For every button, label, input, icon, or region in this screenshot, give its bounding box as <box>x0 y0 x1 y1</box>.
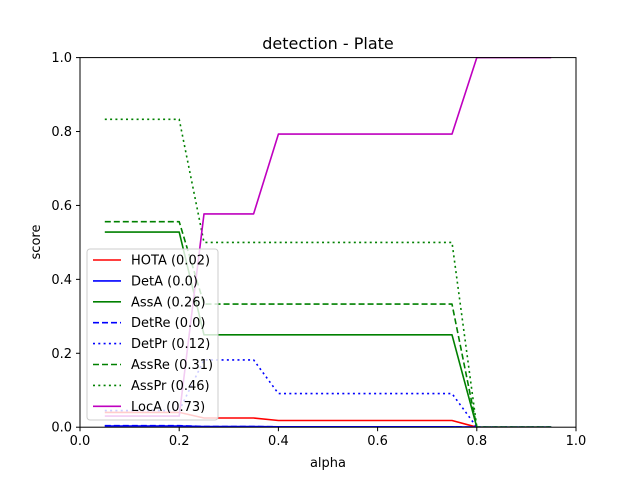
chart-title: detection - Plate <box>262 34 394 53</box>
legend-label-deta: DetA (0.0) <box>131 274 198 289</box>
series-line-detre <box>104 424 552 427</box>
y-tick-label: 1.0 <box>51 51 72 66</box>
x-tick-label: 0.4 <box>268 434 289 449</box>
legend-label-hota: HOTA (0.02) <box>131 254 210 269</box>
x-tick-label: 1.0 <box>566 434 587 449</box>
y-tick-label: 0.4 <box>51 273 72 288</box>
series-line-asspr <box>104 118 552 427</box>
legend-label-asspr: AssPr (0.46) <box>131 379 210 394</box>
x-axis-ticks: 0.0 0.2 0.4 0.6 0.8 1.0 <box>70 427 587 449</box>
x-tick-label: 0.0 <box>70 434 91 449</box>
y-axis-label: score <box>29 225 44 260</box>
x-tick-label: 0.2 <box>169 434 190 449</box>
series-line-assa <box>104 231 552 427</box>
x-tick-label: 0.8 <box>466 434 487 449</box>
plot-frame <box>79 57 577 428</box>
x-tick-label: 0.6 <box>367 434 388 449</box>
series-line-assre <box>104 220 552 427</box>
y-tick-label: 0.6 <box>51 199 72 214</box>
y-tick-label: 0.8 <box>51 125 72 140</box>
y-axis-ticks: 0.0 0.2 0.4 0.6 0.8 1.0 <box>51 51 80 436</box>
legend: HOTA (0.02) DetA (0.0) AssA (0.26) DetRe (0… <box>86 248 219 421</box>
legend-label-assre: AssRe (0.31) <box>131 358 213 373</box>
legend-label-detpr: DetPr (0.12) <box>131 337 210 352</box>
x-axis-label: alpha <box>310 456 346 471</box>
legend-label-detre: DetRe (0.0) <box>131 316 206 331</box>
legend-label-assa: AssA (0.26) <box>131 295 206 310</box>
y-tick-label: 0.2 <box>51 347 72 362</box>
legend-box <box>86 248 219 421</box>
legend-label-loca: LocA (0.73) <box>131 400 205 415</box>
y-tick-label: 0.0 <box>51 421 72 436</box>
